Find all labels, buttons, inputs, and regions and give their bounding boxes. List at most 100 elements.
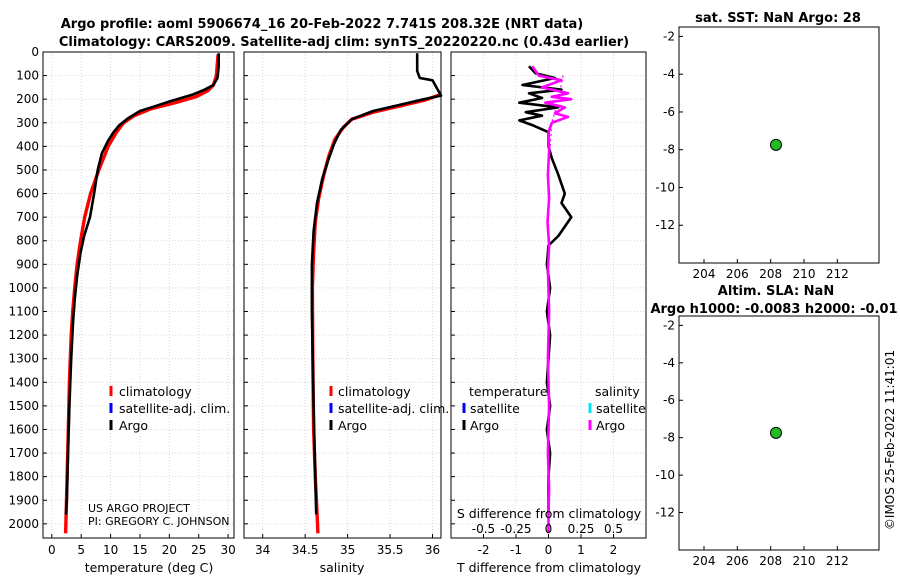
difference-series-2 (547, 75, 564, 534)
temperature-series-0 (63, 54, 220, 534)
sst-ytick-label--6: -6 (663, 105, 675, 119)
salinity-panel: 34 34.5 35 35.5 36 salinity climatology sate… (243, 51, 449, 575)
sla-argo-point-0 (770, 426, 782, 439)
temperature-xtick-label-20: 20 (162, 543, 177, 557)
depth-tick-label-300: 300 (16, 116, 39, 130)
credit-pi: PI: GREGORY C. JOHNSON (88, 515, 229, 528)
figure-title-line2: Climatology: CARS2009. Satellite-adj cli… (59, 35, 629, 50)
sla-axes-frame (678, 315, 880, 551)
salinity-xlabel: salinity (320, 560, 365, 575)
sla-ytick-label--6: -6 (663, 393, 675, 407)
depth-tick-label-1300: 1300 (8, 352, 39, 366)
salinity-xtick-label-36: 36 (425, 543, 440, 557)
sla-xtick-label-212: 212 (826, 554, 849, 568)
depth-tick-label-500: 500 (16, 163, 39, 177)
temperature-series-1 (64, 53, 220, 515)
depth-tick-label-900: 900 (16, 257, 39, 271)
salinity-xtick-label-35.5: 35.5 (377, 543, 404, 557)
temperature-axes-frame (42, 51, 235, 539)
sst-ytick-label--12: -12 (655, 218, 675, 232)
depth-tick-label-200: 200 (16, 92, 39, 106)
depth-tick-label-1100: 1100 (8, 305, 39, 319)
temperature-legend-satellite: satellite-adj. clim. (119, 401, 230, 416)
temperature-xtick-label-15: 15 (132, 543, 147, 557)
temperature-xtick-label-25: 25 (191, 543, 206, 557)
temperature-xlabel: temperature (deg C) (85, 560, 214, 575)
temperature-legend-climatology: climatology (119, 384, 192, 399)
salinity-legend-satellite: satellite-adj. clim. (338, 401, 449, 416)
temperature-xtick-label-5: 5 (77, 543, 85, 557)
depth-tick-label-800: 800 (16, 234, 39, 248)
sst-map-panel: -2 -4 -6 -8 -10 -12 204 206 208 210 212 sat. SST: … (655, 11, 880, 281)
sla-ytick-label--12: -12 (655, 506, 675, 520)
depth-tick-label-0: 0 (31, 45, 39, 59)
temperature-legend-argo: Argo (119, 418, 148, 433)
difference-panel: -2 -1 0 1 2 -0.5 -0.25 0 0.25 0.5 T difference fr… (450, 51, 647, 575)
difference-legend-t-argo: Argo (470, 418, 499, 433)
depth-tick-label-600: 600 (16, 187, 39, 201)
credit-project: US ARGO PROJECT (88, 502, 190, 515)
difference-top-tick-label-3: 0.25 (568, 522, 595, 536)
depth-tick-label-1200: 1200 (8, 328, 39, 342)
imos-timestamp: ©IMOS 25-Feb-2022 11:41:01 (883, 350, 897, 530)
difference-xtick-label-0: 0 (545, 543, 553, 557)
salinity-xtick-label-34.5: 34.5 (292, 543, 319, 557)
sst-axes-frame (678, 26, 880, 264)
sla-xtick-label-210: 210 (793, 554, 816, 568)
temperature-xtick-label-30: 30 (220, 543, 235, 557)
sst-xtick-label-206: 206 (726, 267, 749, 281)
salinity-xtick-label-35: 35 (340, 543, 355, 557)
salinity-legend-argo: Argo (338, 418, 367, 433)
sla-ytick-label--4: -4 (663, 356, 675, 370)
depth-tick-label-1900: 1900 (8, 493, 39, 507)
depth-tick-label-1400: 1400 (8, 375, 39, 389)
sst-ytick-label--10: -10 (655, 180, 675, 194)
sst-xtick-label-208: 208 (759, 267, 782, 281)
difference-series-0 (517, 65, 573, 515)
sla-xtick-label-204: 204 (693, 554, 716, 568)
sst-ytick-label--8: -8 (663, 143, 675, 157)
sla-map-subtitle: Argo h1000: -0.0083 h2000: -0.01 (650, 302, 897, 317)
salinity-legend-climatology: climatology (338, 384, 411, 399)
sst-xtick-label-212: 212 (826, 267, 849, 281)
difference-top-tick-label-2: 0 (545, 522, 553, 536)
depth-tick-label-100: 100 (16, 69, 39, 83)
difference-xtick-label--2: -2 (478, 543, 490, 557)
difference-top-tick-label-4: 0.5 (604, 522, 623, 536)
difference-legend-t-satellite: satellite (470, 401, 520, 416)
temperature-panel: 0100200300400500600700800900100011001200… (8, 45, 235, 575)
figure-title-line1: Argo profile: aoml 5906674_16 20-Feb-202… (61, 17, 583, 32)
sla-ytick-label--10: -10 (655, 468, 675, 482)
sla-xtick-label-206: 206 (726, 554, 749, 568)
sst-argo-point-0 (770, 138, 782, 151)
temperature-xtick-label-10: 10 (103, 543, 118, 557)
difference-top-tick-label-0: -0.5 (472, 522, 495, 536)
salinity-xtick-label-34: 34 (255, 543, 270, 557)
difference-xtick-label-2: 2 (610, 543, 618, 557)
sst-map-title: sat. SST: NaN Argo: 28 (695, 11, 861, 26)
sla-xtick-label-208: 208 (759, 554, 782, 568)
salinity-axes-frame (243, 51, 442, 539)
difference-top-tick-label-1: -0.25 (500, 522, 531, 536)
difference-top-axis-label: S difference from climatology (457, 506, 642, 521)
depth-tick-label-1700: 1700 (8, 446, 39, 460)
depth-tick-label-1600: 1600 (8, 422, 39, 436)
difference-xlabel: T difference from climatology (456, 560, 642, 575)
temperature-xtick-label-0: 0 (48, 543, 56, 557)
difference-series-1 (531, 65, 573, 534)
depth-tick-label-400: 400 (16, 139, 39, 153)
difference-legend-s-argo: Argo (596, 418, 625, 433)
depth-tick-label-2000: 2000 (8, 517, 39, 531)
sla-ytick-label--8: -8 (663, 431, 675, 445)
sst-xtick-label-210: 210 (793, 267, 816, 281)
difference-legend-salinity-title: salinity (595, 384, 640, 399)
salinity-series-1 (310, 53, 443, 515)
sst-ytick-label--4: -4 (663, 67, 675, 81)
sst-ytick-label--2: -2 (663, 29, 675, 43)
difference-legend-s-satellite: satellite (596, 401, 646, 416)
depth-tick-label-1500: 1500 (8, 399, 39, 413)
sla-map-title: Altim. SLA: NaN (718, 284, 834, 299)
depth-tick-label-700: 700 (16, 210, 39, 224)
difference-legend-temperature-title: temperature (469, 384, 548, 399)
